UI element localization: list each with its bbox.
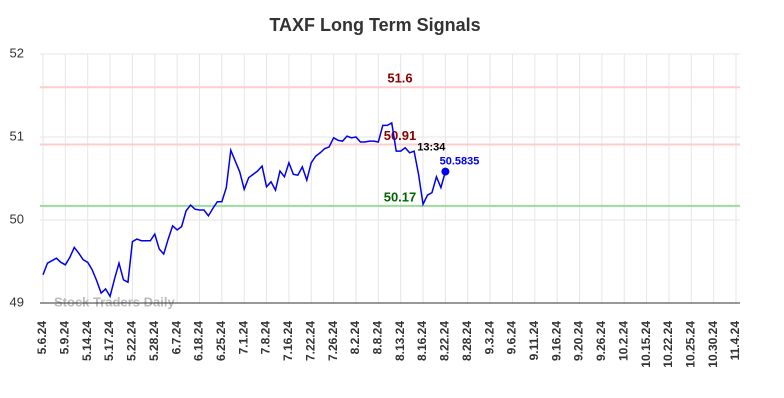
x-tick-label: 7.16.24 bbox=[281, 321, 295, 361]
x-tick-label: 8.13.24 bbox=[393, 321, 407, 361]
y-tick-label: 52 bbox=[10, 45, 24, 60]
x-tick-label: 5.17.24 bbox=[102, 321, 116, 361]
x-tick-label: 5.9.24 bbox=[58, 321, 72, 355]
chart-title: TAXF Long Term Signals bbox=[269, 15, 480, 35]
reference-label: 50.17 bbox=[384, 189, 417, 204]
x-tick-label: 8.16.24 bbox=[415, 321, 429, 361]
price-line bbox=[42, 121, 447, 299]
x-tick-label: 10.22.24 bbox=[661, 321, 675, 368]
y-tick-label: 49 bbox=[10, 294, 24, 309]
y-tick-label: 51 bbox=[10, 128, 24, 143]
last-value: 50.5835 bbox=[440, 155, 480, 167]
x-tick-label: 10.2.24 bbox=[616, 321, 630, 361]
x-tick-label: 5.6.24 bbox=[35, 321, 49, 355]
last-point bbox=[441, 167, 450, 176]
reference-label: 50.91 bbox=[384, 128, 417, 143]
reference-label: 51.6 bbox=[387, 71, 412, 86]
x-tick-label: 9.16.24 bbox=[549, 321, 563, 361]
x-tick-label: 9.11.24 bbox=[527, 321, 541, 361]
x-tick-label: 5.22.24 bbox=[125, 321, 139, 361]
x-tick-label: 7.22.24 bbox=[303, 321, 317, 361]
x-tick-label: 10.25.24 bbox=[683, 321, 697, 368]
last-time: 13:34 bbox=[417, 141, 446, 153]
x-tick-label: 7.8.24 bbox=[259, 321, 273, 355]
watermark: Stock Traders Daily bbox=[54, 294, 175, 309]
x-tick-label: 9.3.24 bbox=[482, 321, 496, 355]
x-tick-label: 7.26.24 bbox=[326, 321, 340, 361]
x-tick-label: 10.15.24 bbox=[639, 321, 653, 368]
x-tick-label: 8.2.24 bbox=[348, 321, 362, 355]
x-tick-label: 6.25.24 bbox=[214, 321, 228, 361]
x-tick-label: 6.18.24 bbox=[192, 321, 206, 361]
x-tick-label: 6.7.24 bbox=[169, 321, 183, 355]
x-tick-label: 9.6.24 bbox=[505, 321, 519, 355]
x-tick-label: 5.28.24 bbox=[147, 321, 161, 361]
y-tick-label: 50 bbox=[10, 211, 24, 226]
x-tick-label: 10.30.24 bbox=[706, 321, 720, 368]
x-tick-label: 8.28.24 bbox=[460, 321, 474, 361]
x-tick-label: 7.1.24 bbox=[236, 321, 250, 355]
x-tick-label: 8.8.24 bbox=[370, 321, 384, 355]
x-tick-label: 11.4.24 bbox=[728, 321, 742, 361]
x-tick-label: 5.14.24 bbox=[80, 321, 94, 361]
x-tick-label: 9.26.24 bbox=[594, 321, 608, 361]
x-tick-label: 9.20.24 bbox=[572, 321, 586, 361]
x-tick-label: 8.22.24 bbox=[438, 321, 452, 361]
